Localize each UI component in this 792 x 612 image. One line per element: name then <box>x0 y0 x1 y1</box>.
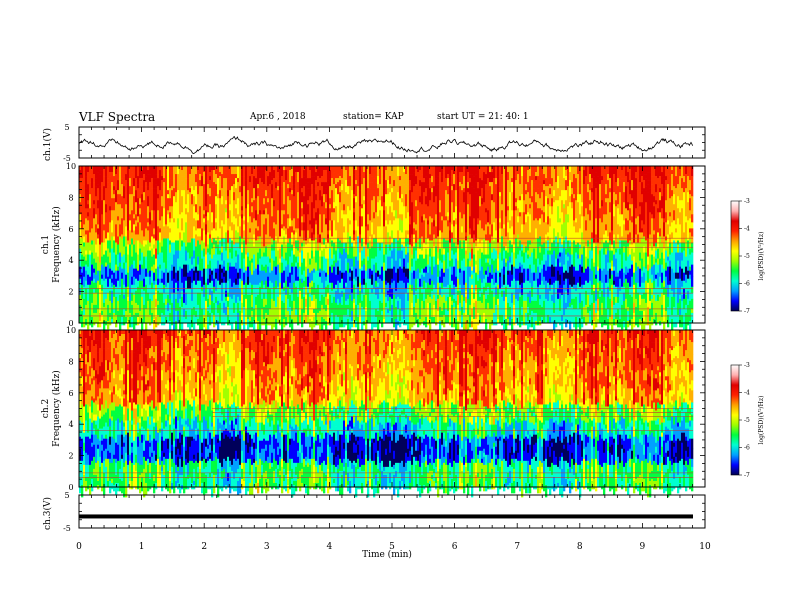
ch1-colorbar-tick-label: -6 <box>744 281 750 288</box>
ch2-colorbar-tick-label: -7 <box>744 472 750 479</box>
ch1-wave-ytick-label: 5 <box>64 123 69 132</box>
x-tick-label: 2 <box>201 542 207 552</box>
ch1-freq-tick-label: 8 <box>68 193 73 202</box>
x-tick-label: 1 <box>139 542 145 552</box>
ch1-freq-tick-label: 4 <box>68 256 73 265</box>
ch1-colorbar-tick-label: -3 <box>744 198 750 205</box>
ch1-spec-ylabel-b: Frequency (kHz) <box>51 206 62 283</box>
ch1-colorbar-label: log(PSD)(V²/Hz) <box>758 232 765 281</box>
ch1-colorbar-tick-label: -5 <box>744 253 750 260</box>
x-tick-label: 9 <box>640 542 646 552</box>
x-tick-label: 10 <box>699 542 711 552</box>
x-tick-label: 3 <box>264 542 270 552</box>
ch1-colorbar-tick-label: -4 <box>744 226 750 233</box>
ch1-wave-ylabel: ch.1(V) <box>42 128 53 161</box>
ch3-wave-ytick-label: 5 <box>64 491 69 500</box>
ch2-colorbar-label: log(PSD)(V²/Hz) <box>758 396 765 445</box>
ch2-spec-ylabel-b: Frequency (kHz) <box>51 370 62 447</box>
x-tick-label: 6 <box>452 542 458 552</box>
date-label: Apr.6 , 2018 <box>250 112 306 122</box>
ch2-freq-tick-label: 8 <box>68 357 73 366</box>
ch2-colorbar-tick-label: -3 <box>744 362 750 369</box>
station-label: station= KAP <box>343 112 404 122</box>
x-tick-label: 4 <box>327 542 333 552</box>
ch1-colorbar-tick-label: -7 <box>744 308 750 315</box>
ch2-colorbar <box>730 364 740 476</box>
ch2-colorbar-tick-label: -5 <box>744 417 750 424</box>
ch2-colorbar-tick-label: -4 <box>744 390 750 397</box>
ch1-freq-tick-label: 0 <box>68 319 73 328</box>
figure-title: VLF Spectra <box>79 110 156 124</box>
ch3-waveform-trace <box>79 514 693 519</box>
ch1-spec-ylabel-a: ch.1 <box>41 235 51 254</box>
x-tick-label: 7 <box>514 542 520 552</box>
x-axis-label: Time (min) <box>362 549 412 560</box>
ch1-waveform-trace <box>78 135 693 155</box>
ch2-spec-ylabel-a: ch.2 <box>41 399 51 418</box>
ch2-freq-tick-label: 10 <box>66 326 76 335</box>
x-tick-label: 0 <box>76 542 82 552</box>
ch1-freq-tick-label: 6 <box>68 225 73 234</box>
ch2-freq-tick-label: 0 <box>68 483 73 492</box>
ch1-spectrogram-image <box>79 166 694 334</box>
start-ut-label: start UT = 21: 40: 1 <box>437 112 529 122</box>
ch2-freq-tick-label: 2 <box>68 452 73 461</box>
ch1-colorbar <box>730 200 740 312</box>
ch1-wave-ytick-label: -5 <box>63 154 71 163</box>
ch3-wave-ylabel: ch.3(V) <box>42 497 53 530</box>
ch2-freq-tick-label: 6 <box>68 389 73 398</box>
ch2-colorbar-tick-label: -6 <box>744 445 750 452</box>
ch1-freq-tick-label: 2 <box>68 288 73 297</box>
x-tick-label: 8 <box>577 542 583 552</box>
ch3-wave-ytick-label: -5 <box>63 524 71 533</box>
x-tick-label: 5 <box>389 542 395 552</box>
ch2-freq-tick-label: 4 <box>68 420 73 429</box>
ch2-spectrogram-image <box>79 330 694 498</box>
ch1-freq-tick-label: 10 <box>66 162 76 171</box>
